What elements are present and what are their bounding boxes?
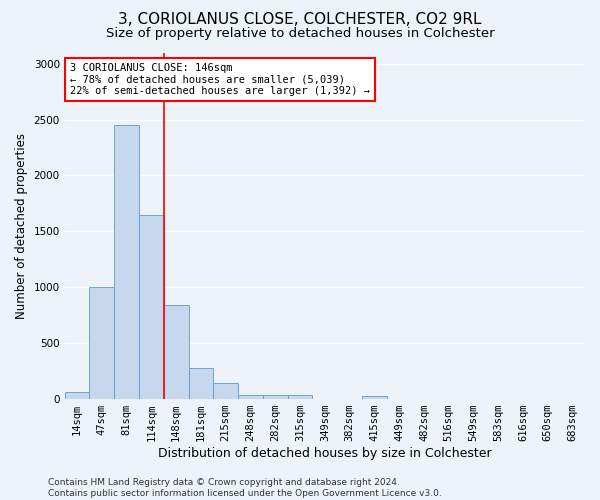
Text: Size of property relative to detached houses in Colchester: Size of property relative to detached ho… bbox=[106, 28, 494, 40]
Bar bbox=[114, 125, 139, 399]
Bar bbox=[65, 392, 89, 399]
Bar bbox=[362, 396, 387, 399]
Text: Contains HM Land Registry data © Crown copyright and database right 2024.
Contai: Contains HM Land Registry data © Crown c… bbox=[48, 478, 442, 498]
Bar bbox=[164, 305, 188, 399]
Bar bbox=[214, 384, 238, 399]
Text: 3, CORIOLANUS CLOSE, COLCHESTER, CO2 9RL: 3, CORIOLANUS CLOSE, COLCHESTER, CO2 9RL bbox=[118, 12, 482, 28]
Y-axis label: Number of detached properties: Number of detached properties bbox=[15, 133, 28, 319]
Bar bbox=[287, 395, 313, 399]
Bar bbox=[188, 368, 214, 399]
X-axis label: Distribution of detached houses by size in Colchester: Distribution of detached houses by size … bbox=[158, 447, 491, 460]
Bar bbox=[263, 394, 287, 399]
Bar bbox=[89, 288, 114, 399]
Bar bbox=[238, 394, 263, 399]
Text: 3 CORIOLANUS CLOSE: 146sqm
← 78% of detached houses are smaller (5,039)
22% of s: 3 CORIOLANUS CLOSE: 146sqm ← 78% of deta… bbox=[70, 63, 370, 96]
Bar bbox=[139, 214, 164, 399]
